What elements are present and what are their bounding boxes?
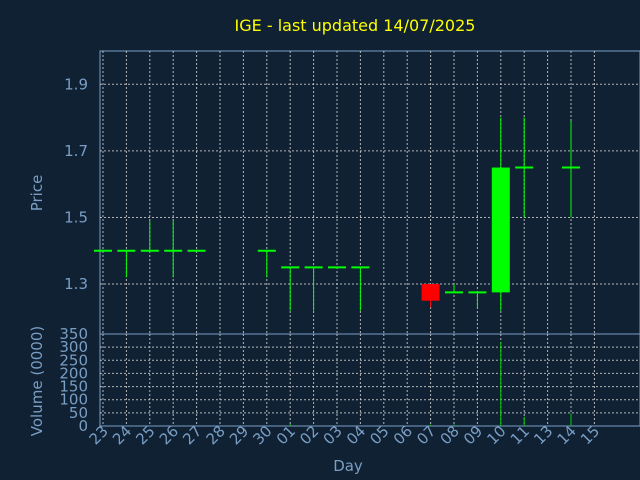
- candle: [421, 284, 440, 308]
- chart-title: IGE - last updated 14/07/2025: [235, 16, 476, 35]
- candle: [304, 266, 323, 311]
- price-tick-label: 1.9: [64, 75, 88, 93]
- volume-tick-label: 350: [59, 325, 88, 343]
- candle: [164, 220, 183, 278]
- volume-series: [289, 341, 572, 426]
- volume-tick-label: 200: [59, 364, 88, 382]
- candle: [140, 220, 159, 252]
- price-panel-frame: [99, 50, 640, 335]
- candle-body: [421, 284, 440, 301]
- candle-body: [491, 167, 510, 293]
- candle: [281, 266, 300, 311]
- price-tick-label: 1.5: [64, 208, 88, 226]
- candle: [117, 249, 136, 278]
- candle: [445, 284, 463, 294]
- candle: [515, 117, 534, 218]
- candle: [468, 291, 487, 308]
- volume-tick-label: 50: [69, 404, 88, 422]
- volume-tick-label: 300: [59, 338, 88, 356]
- candle: [562, 120, 580, 218]
- price-grid: [100, 51, 640, 334]
- x-axis-label: Day: [333, 457, 363, 475]
- volume-tick-label: 250: [59, 351, 88, 369]
- price-tick-label: 1.7: [64, 142, 88, 160]
- volume-axis-label: Volume (0000): [28, 326, 46, 436]
- volume-panel-frame: [99, 333, 640, 427]
- volume-tick-label: 0: [78, 417, 88, 435]
- candle: [491, 117, 510, 311]
- volume-grid: [100, 334, 640, 426]
- price-tick-label: 1.3: [64, 275, 88, 293]
- price-tick-labels: 1.3 1.5 1.7 1.9: [64, 75, 88, 293]
- price-axis-label: Price: [28, 175, 46, 212]
- candle: [257, 249, 276, 278]
- candle: [351, 266, 370, 311]
- volume-tick-label: 150: [59, 378, 88, 396]
- volume-tick-label: 100: [59, 391, 88, 409]
- candlestick-series: [94, 117, 580, 311]
